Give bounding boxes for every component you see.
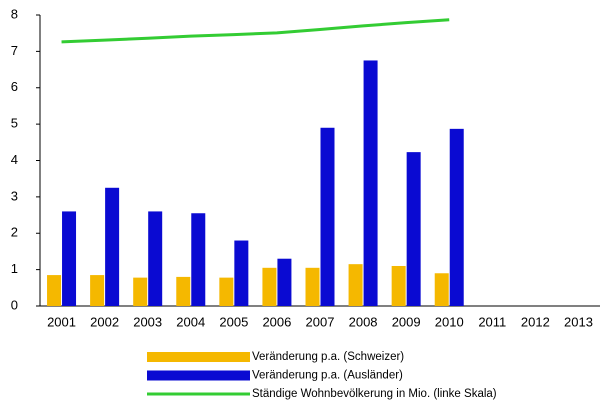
x-tick-label: 2009 [392, 314, 421, 329]
bar [105, 187, 120, 306]
bar [47, 275, 62, 306]
bar [148, 211, 163, 306]
legend-swatch [147, 370, 250, 381]
x-tick-label: 2013 [564, 314, 593, 329]
bar [363, 60, 378, 306]
x-tick-label: 2011 [478, 314, 506, 329]
bar [277, 258, 292, 306]
x-tick-label: 2002 [90, 314, 119, 329]
bar [62, 211, 77, 306]
bar [406, 152, 421, 306]
bar [262, 267, 277, 306]
legend-label: Veränderung p.a. (Schweizer) [252, 351, 404, 363]
y-tick-label: 2 [11, 225, 18, 240]
bar [391, 265, 406, 306]
bar [219, 277, 234, 306]
x-tick-label: 2005 [219, 314, 248, 329]
x-tick-label: 2012 [521, 314, 550, 329]
y-tick-label: 8 [11, 6, 18, 21]
x-tick-label: 2004 [176, 314, 205, 329]
bar [176, 276, 191, 306]
bar [191, 213, 206, 306]
y-tick-label: 6 [11, 79, 18, 94]
legend-label: Ständige Wohnbevölkerung in Mio. (linke … [252, 388, 497, 400]
bar [320, 127, 335, 306]
x-tick-label: 2010 [435, 314, 464, 329]
y-tick-label: 5 [11, 116, 18, 131]
y-tick-label: 4 [11, 152, 18, 167]
bar [305, 267, 320, 306]
bar [449, 128, 464, 306]
y-tick-label: 3 [11, 188, 18, 203]
bar [348, 264, 363, 306]
line [61, 18, 450, 44]
legend-label: Veränderung p.a. (Ausländer) [252, 370, 403, 382]
y-tick-label: 0 [11, 297, 18, 312]
bar [434, 273, 449, 306]
bar [234, 240, 249, 306]
y-tick-label: 1 [11, 261, 18, 276]
y-tick-label: 7 [11, 43, 18, 58]
x-tick-label: 2007 [306, 314, 335, 329]
x-tick-label: 2006 [262, 314, 291, 329]
bar [133, 277, 148, 306]
bar [90, 275, 105, 306]
x-tick-label: 2008 [349, 314, 378, 329]
x-tick-label: 2003 [133, 314, 162, 329]
legend-swatch [147, 352, 250, 362]
x-tick-label: 2001 [47, 314, 76, 329]
